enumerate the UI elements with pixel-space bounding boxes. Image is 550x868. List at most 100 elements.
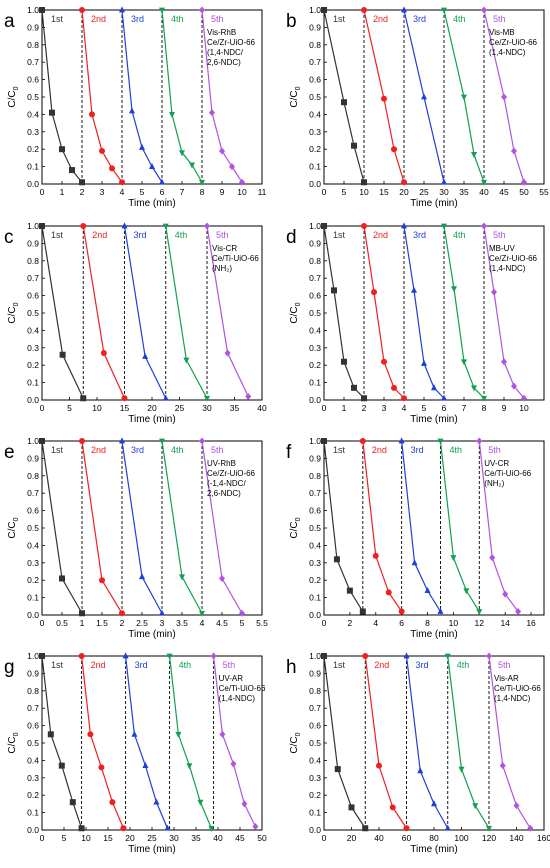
x-tick-label: 25 [147,833,157,843]
condition-annotation: Vis-CR Ce/Ti-UiO-66 (NH₂) [212,244,259,273]
series-line-cycle-2 [81,655,124,829]
data-point-cycle-3 [149,163,155,169]
data-point-cycle-1 [321,7,327,13]
annotation-line: (1,4-NDC/ [207,48,244,57]
x-tick-label: 2 [120,618,125,628]
y-axis-label-subscript: 0 [295,517,302,521]
y-axis-label: C/C0 [7,302,20,323]
cycle-label: 4th [171,445,184,455]
data-point-cycle-4 [162,223,169,230]
x-tick-label: 30 [439,187,449,197]
x-axis-label: Time (min) [410,844,457,855]
y-tick-label: 0.4 [309,755,321,765]
data-point-cycle-5 [511,382,517,390]
panel-letter: d [286,227,297,248]
y-tick-label: 0.2 [27,790,39,800]
y-tick-label: 0.7 [27,488,39,498]
data-point-cycle-3 [411,559,418,566]
cycle-label: 2nd [91,14,106,24]
x-tick-label: 45 [499,187,509,197]
y-tick-label: 0.5 [27,308,39,318]
data-point-cycle-4 [463,588,470,595]
y-tick-label: 0.8 [27,40,39,50]
y-tick-label: 1.0 [27,221,39,231]
x-tick-label: 40 [213,833,223,843]
data-point-cycle-2 [401,395,407,402]
x-tick-label: 15 [120,403,130,413]
x-tick-label: 3 [100,187,105,197]
y-tick-label: 0.0 [309,179,321,189]
series-line-cycle-1 [41,440,83,614]
data-point-cycle-2 [99,577,105,584]
y-tick-label: 0.9 [27,668,39,678]
data-point-cycle-5 [219,574,225,582]
cycle-label: 1st [51,660,64,670]
data-point-cycle-3 [417,767,424,774]
data-point-cycle-5 [499,762,506,770]
panel-g: g 0.0 0.1 0.2 0.3 0.4 0.5 0.6 0.7 0.8 0.9 1.0 0 5 10 15… [4,651,267,855]
data-point-cycle-4 [204,395,210,402]
x-tick-label: 55 [539,187,549,197]
y-tick-label: 0.0 [309,825,321,835]
x-axis-label: Time (min) [128,414,175,425]
x-tick-label: 4 [120,187,125,197]
y-tick-label: 0.8 [309,256,321,266]
data-point-cycle-2 [109,165,115,172]
data-point-cycle-2 [389,804,396,811]
data-point-cycle-3 [411,286,417,293]
y-tick-label: 0.8 [27,471,39,481]
data-point-cycle-5 [204,222,210,230]
x-tick-label: 30 [202,403,212,413]
data-point-cycle-2 [381,358,387,365]
annotation-line: Vis-AR [494,674,519,683]
series-line-cycle-1 [41,225,84,399]
y-tick-label: 0.5 [309,738,321,748]
x-tick-label: 35 [191,833,201,843]
data-point-cycle-4 [208,825,215,832]
cycle-label: 5th [211,445,224,455]
x-tick-label: 5 [62,833,67,843]
data-point-cycle-4 [159,7,165,14]
series-line-cycle-4 [161,9,203,183]
data-point-cycle-3 [431,384,437,391]
y-tick-label: 0.1 [27,593,39,603]
x-tick-label: 5 [342,187,347,197]
data-point-cycle-2 [100,350,107,357]
x-tick-label: 3 [382,403,387,413]
data-point-cycle-4 [441,223,447,230]
y-tick-label: 0.6 [27,75,39,85]
cycle-label: 1st [51,230,64,240]
data-point-cycle-1 [331,287,337,294]
series-line-cycle-2 [363,9,405,183]
cycle-label: 3rd [131,14,144,24]
x-tick-label: 7 [180,187,185,197]
series-line-cycle-5 [478,440,519,612]
cycle-label: 5th [493,14,506,24]
x-tick-label: 5 [67,403,72,413]
x-tick-label: 5 [240,618,245,628]
data-point-cycle-1 [351,142,357,149]
data-point-cycle-2 [401,179,407,186]
data-point-cycle-3 [431,800,437,807]
data-point-cycle-3 [421,359,427,366]
y-tick-label: 0.9 [309,668,321,678]
cycle-label: 1st [333,445,346,455]
x-tick-label: 8 [200,187,205,197]
data-point-cycle-3 [122,652,129,659]
x-tick-label: 6 [442,403,447,413]
cycle-label: 4th [171,14,184,24]
data-point-cycle-5 [521,394,527,402]
panel-letter: e [4,442,15,463]
annotation-line: (1,4-NDC) [489,264,526,273]
x-tick-label: 15 [379,187,389,197]
data-point-cycle-2 [403,825,410,832]
data-point-cycle-5 [491,288,497,296]
data-point-cycle-1 [59,351,66,358]
y-axis-label-subscript: 0 [13,86,20,90]
data-point-cycle-4 [179,150,185,157]
data-point-cycle-1 [341,99,347,106]
data-point-cycle-4 [472,803,479,810]
y-tick-label: 0.9 [27,453,39,463]
x-tick-label: 2 [362,403,367,413]
